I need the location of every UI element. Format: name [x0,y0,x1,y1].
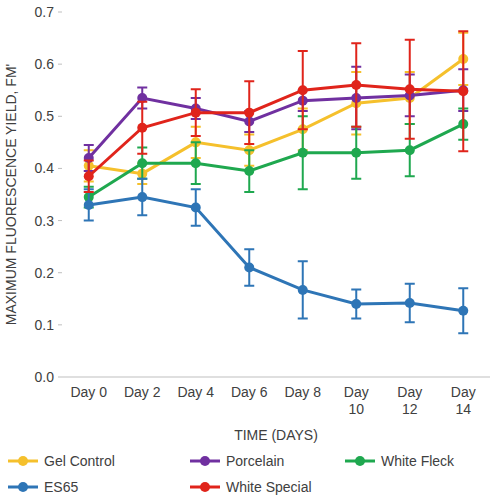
legend-label: White Special [226,479,312,495]
point [351,80,361,90]
x-axis [62,377,490,378]
legend-label: White Fleck [381,453,455,469]
x-tick-label: Day 6 [231,384,268,400]
point [84,171,94,181]
x-tick-label: Day 8 [284,384,321,400]
point [84,200,94,210]
series-line [89,124,464,197]
legend-label: Gel Control [44,453,115,469]
point [137,123,147,133]
y-tick-label: 0.5 [35,108,55,124]
error-bar [458,288,468,333]
error-bar [137,102,147,154]
x-axis-label: TIME (DAYS) [234,427,318,443]
series-line [89,59,464,174]
y-tick [58,220,62,221]
error-bar [351,127,361,179]
point [405,298,415,308]
x-tick-label: Day 4 [177,384,214,400]
error-bar [191,89,201,136]
chart-container: 0.0 0.1 0.2 0.3 0.4 0.5 0.6 0.7 Day 0 Day 2 Day 4 D… [0,0,500,498]
x-tick-label: Day 2 [124,384,161,400]
legend-marker [200,456,210,466]
error-bar [244,249,254,286]
error-bar [191,142,201,184]
point [298,148,308,158]
legend-item: Porcelain [190,453,284,469]
error-bar [405,284,415,323]
error-bar [137,179,147,216]
error-bar [405,40,415,139]
point [351,299,361,309]
point [137,192,147,202]
y-tick [58,64,62,65]
y-tick [58,12,62,13]
error-bar [351,289,361,318]
y-tick [58,377,62,378]
series-line [89,197,464,311]
x-tick-label: Day 0 [70,384,107,400]
plot-area [84,31,469,333]
series [84,31,469,192]
x-tick-label: Day14 [451,384,476,417]
legend-item: White Fleck [345,453,455,469]
point [458,306,468,316]
point [298,85,308,95]
y-tick-label: 0.6 [35,56,55,72]
point [191,203,201,213]
chart: 0.0 0.1 0.2 0.3 0.4 0.5 0.6 0.7 Day 0 Day 2 Day 4 D… [0,0,500,498]
y-tick [58,324,62,325]
point [191,158,201,168]
series [84,179,469,333]
point [137,158,147,168]
series-line [89,85,464,176]
legend-marker [18,482,28,492]
point [405,145,415,155]
point [351,148,361,158]
legend-item: Gel Control [8,453,115,469]
point [244,108,254,118]
point [244,263,254,273]
y-tick-label: 0.7 [35,4,55,20]
y-tick [58,116,62,117]
error-bar [458,31,468,151]
error-bar [84,161,94,192]
error-bar [244,81,254,144]
legend-item: White Special [190,479,312,495]
y-tick-label: 0.4 [35,160,55,176]
y-tick [58,168,62,169]
y-tick-label: 0.2 [35,265,55,281]
legend-marker [200,482,210,492]
error-bar [298,261,308,318]
y-tick [58,272,62,273]
legend-item: ES65 [8,479,78,495]
y-tick-label: 0.0 [35,369,55,385]
error-bar [244,150,254,192]
point [298,285,308,295]
y-tick-label: 0.1 [35,317,55,333]
error-bar [84,189,94,220]
legend-marker [18,456,28,466]
point [458,86,468,96]
point [244,166,254,176]
legend-label: ES65 [44,479,78,495]
point [191,108,201,118]
y-axis-label: MAXIMUM FLUORESCENCE YIELD, FM' [3,64,19,325]
point [405,84,415,94]
error-bar [298,51,308,129]
x-tick-label: Day12 [397,384,422,417]
legend-label: Porcelain [226,453,284,469]
legend-marker [355,456,365,466]
x-tick-label: Day10 [344,384,369,417]
error-bar [191,189,201,226]
y-tick-label: 0.3 [35,213,55,229]
error-bar [351,43,361,126]
